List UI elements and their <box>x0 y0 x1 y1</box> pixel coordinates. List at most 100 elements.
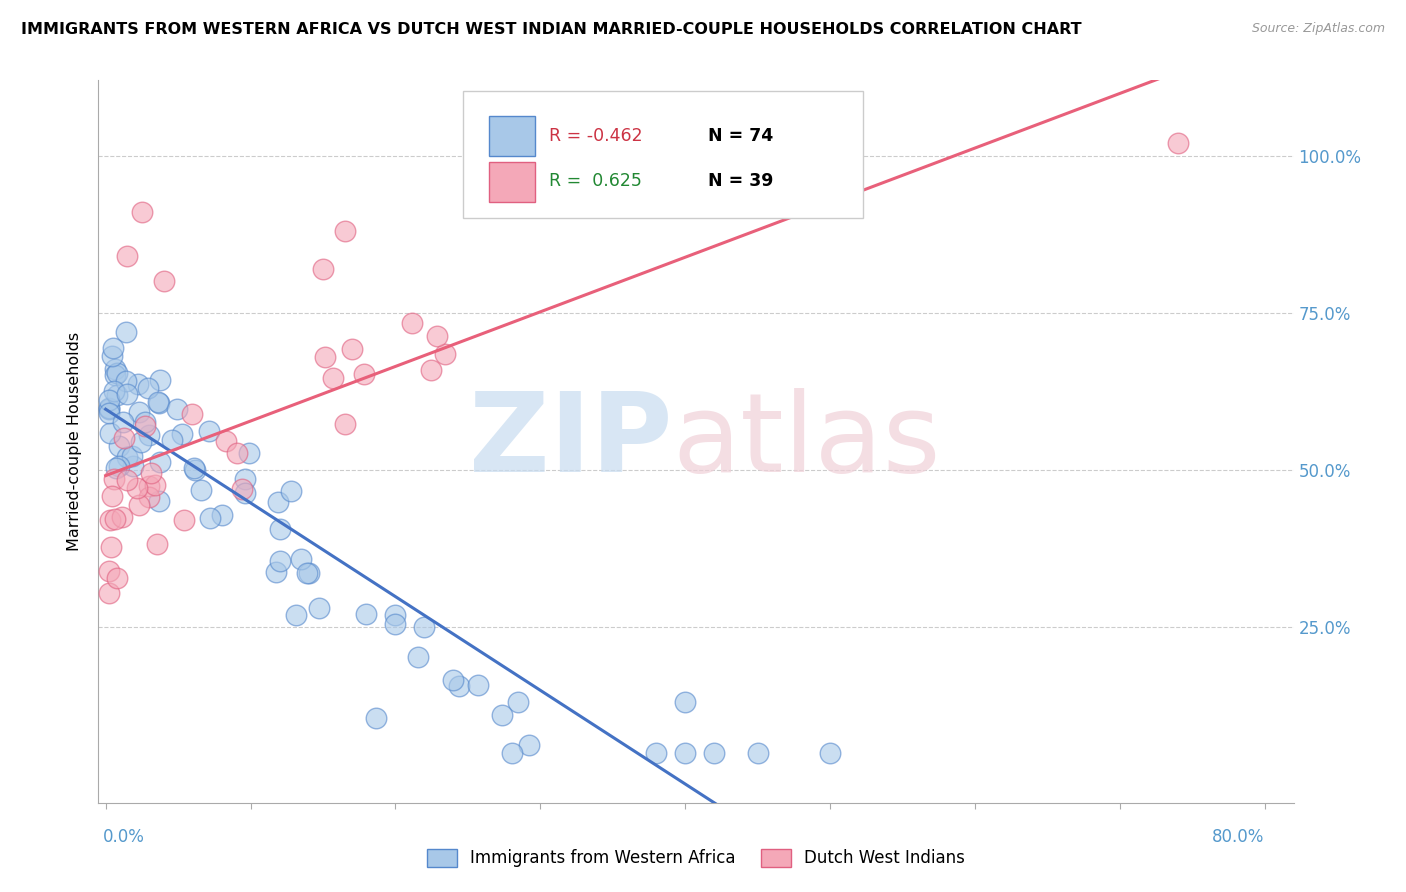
Point <box>97 401 120 415</box>
Point <box>280 483 302 498</box>
Point <box>747 746 769 760</box>
Point <box>340 343 363 357</box>
Point <box>190 483 212 498</box>
Point <box>121 450 143 464</box>
Point <box>425 329 447 343</box>
Point <box>100 349 122 363</box>
Point <box>333 224 356 238</box>
Point <box>111 415 134 429</box>
Point <box>98 513 121 527</box>
Point <box>97 406 120 420</box>
Point <box>114 325 136 339</box>
Text: IMMIGRANTS FROM WESTERN AFRICA VS DUTCH WEST INDIAN MARRIED-COUPLE HOUSEHOLDS CO: IMMIGRANTS FROM WESTERN AFRICA VS DUTCH … <box>21 22 1081 37</box>
Point <box>353 368 375 382</box>
Point <box>136 381 159 395</box>
Point <box>238 446 260 460</box>
Point <box>266 565 288 579</box>
Point <box>104 368 127 382</box>
Point <box>100 540 122 554</box>
Point <box>269 554 291 568</box>
Point <box>333 417 356 431</box>
Point <box>125 481 148 495</box>
Point <box>290 552 312 566</box>
Point <box>441 673 464 688</box>
Point <box>406 650 429 665</box>
Point <box>517 738 540 752</box>
Point <box>105 366 128 380</box>
Point <box>401 317 423 331</box>
Text: N = 74: N = 74 <box>709 127 773 145</box>
Point <box>112 431 135 445</box>
Point <box>226 446 249 460</box>
Point <box>105 460 128 475</box>
Point <box>103 341 125 355</box>
Text: R =  0.625: R = 0.625 <box>548 172 643 190</box>
Point <box>97 586 120 600</box>
Point <box>107 459 129 474</box>
Point <box>214 434 236 449</box>
Y-axis label: Married-couple Households: Married-couple Households <box>67 332 83 551</box>
Point <box>139 466 162 480</box>
Point <box>491 707 513 722</box>
Point <box>103 472 125 486</box>
Point <box>413 620 436 634</box>
Point <box>115 473 138 487</box>
Point <box>183 461 205 475</box>
Point <box>97 564 120 578</box>
Point <box>198 511 221 525</box>
Point <box>166 401 188 416</box>
Point <box>703 746 725 760</box>
Point <box>284 608 307 623</box>
Text: 80.0%: 80.0% <box>1212 828 1264 846</box>
Point <box>673 746 696 760</box>
Point <box>105 571 128 585</box>
Text: 0.0%: 0.0% <box>103 828 145 846</box>
Point <box>297 566 319 581</box>
Point <box>107 388 129 402</box>
Point <box>115 387 138 401</box>
Point <box>98 426 121 441</box>
Point <box>134 415 156 429</box>
Point <box>103 384 125 399</box>
Point <box>231 482 253 496</box>
Point <box>104 512 127 526</box>
Point <box>117 249 139 263</box>
Point <box>138 479 160 493</box>
Point <box>146 395 169 409</box>
Point <box>321 371 343 385</box>
Point <box>673 695 696 709</box>
Point <box>101 489 124 503</box>
Point <box>111 510 134 524</box>
Point <box>419 362 441 376</box>
Point <box>134 418 156 433</box>
Point <box>104 362 127 376</box>
Point <box>645 746 668 760</box>
Point <box>148 396 170 410</box>
Point <box>170 427 193 442</box>
Point <box>269 522 291 536</box>
Point <box>114 374 136 388</box>
Point <box>143 477 166 491</box>
Point <box>467 678 489 692</box>
Text: Source: ZipAtlas.com: Source: ZipAtlas.com <box>1251 22 1385 36</box>
Point <box>312 262 335 277</box>
Point <box>173 513 195 527</box>
Point <box>356 607 378 621</box>
Point <box>108 439 131 453</box>
Point <box>198 424 221 438</box>
Point <box>145 537 167 551</box>
Point <box>128 404 150 418</box>
FancyBboxPatch shape <box>463 91 863 218</box>
Text: N = 39: N = 39 <box>709 172 773 190</box>
FancyBboxPatch shape <box>489 162 534 202</box>
Point <box>128 499 150 513</box>
Text: R = -0.462: R = -0.462 <box>548 127 643 145</box>
FancyBboxPatch shape <box>489 117 534 156</box>
Point <box>152 274 174 288</box>
Point <box>447 679 470 693</box>
Point <box>138 428 160 442</box>
Point <box>129 435 152 450</box>
Point <box>501 746 523 760</box>
Point <box>384 607 406 622</box>
Point <box>162 433 184 447</box>
